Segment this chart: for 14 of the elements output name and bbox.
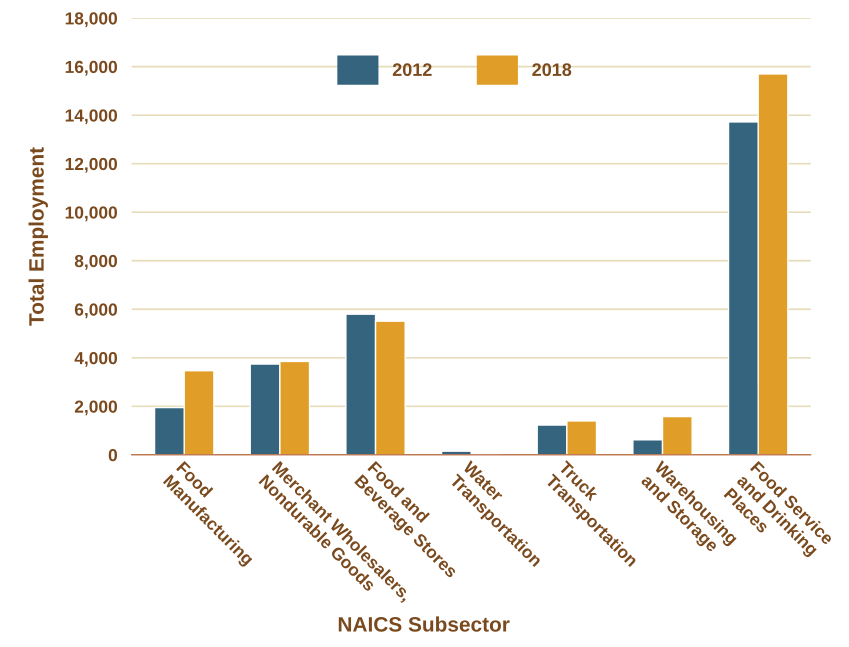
- y-tick-label: 0: [108, 449, 117, 462]
- y-axis-title: Total Employment: [28, 147, 48, 326]
- x-axis-title: NAICS Subsector: [338, 616, 510, 632]
- y-tick-label: 6,000: [74, 303, 117, 318]
- legend-label: 2012: [392, 63, 432, 76]
- legend-label: 2018: [532, 63, 572, 76]
- y-tick-label: 4,000: [74, 352, 117, 367]
- y-tick-label: 8,000: [74, 254, 117, 270]
- y-tick-label: 16,000: [66, 60, 117, 76]
- y-tick-label: 14,000: [66, 109, 117, 124]
- y-tick-label: 18,000: [66, 12, 117, 28]
- y-tick-label: 10,000: [66, 206, 117, 222]
- y-tick-label: 12,000: [66, 158, 117, 173]
- y-tick-label: 2,000: [74, 400, 117, 416]
